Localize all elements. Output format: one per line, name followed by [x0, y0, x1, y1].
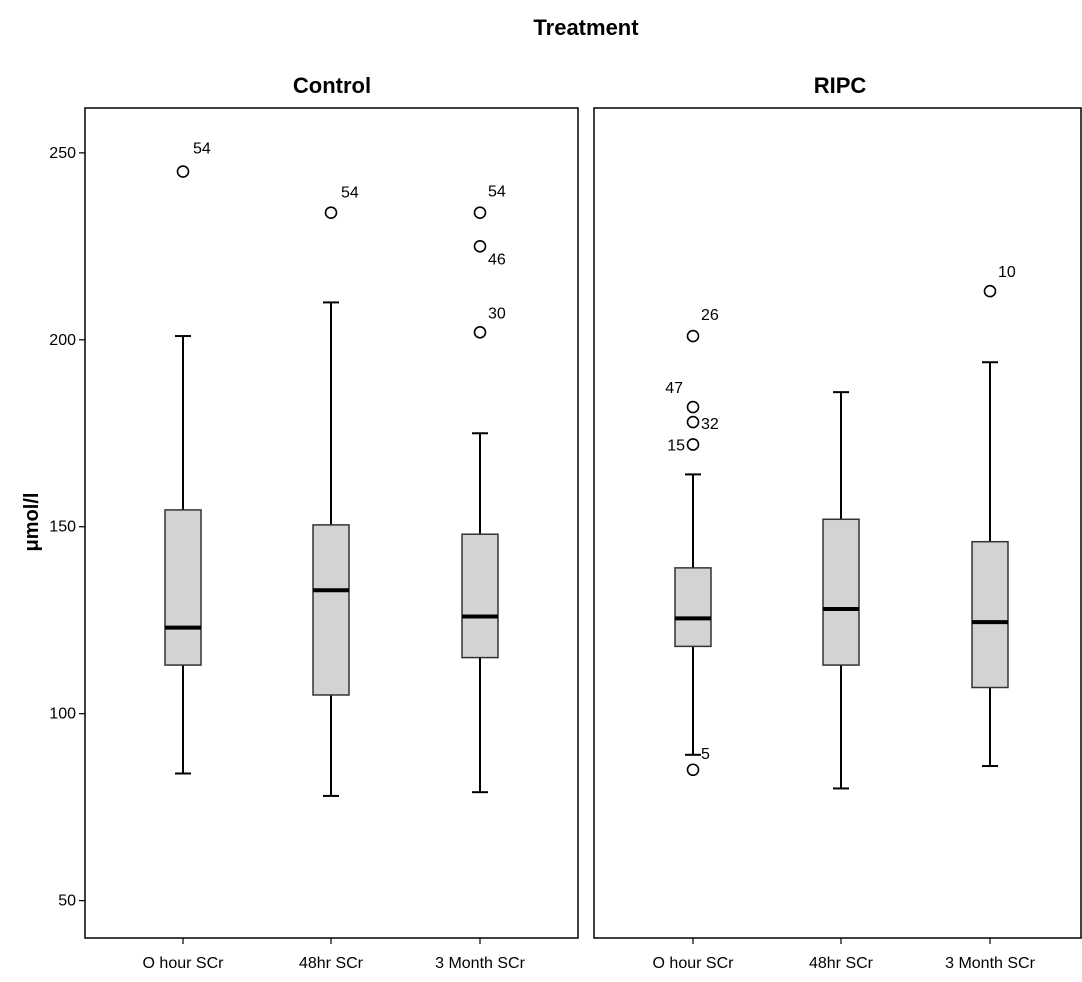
outlier-point: [473, 326, 487, 339]
outlier-point: [686, 415, 700, 429]
panel-title-control: Control: [293, 73, 371, 98]
panel-frame-1: [593, 107, 1082, 939]
box: [674, 567, 712, 648]
box: [312, 524, 350, 696]
outlier-label: 32: [701, 416, 719, 433]
y-axis-label: μmol/l: [21, 493, 43, 552]
outlier-point: [686, 329, 700, 343]
y-tick-label: 200: [49, 332, 76, 349]
y-tick-label: 50: [58, 893, 76, 910]
outlier-label: 30: [488, 305, 506, 322]
x-tick-label: 48hr SCr: [299, 955, 364, 972]
x-tick-label: 3 Month SCr: [435, 955, 525, 972]
x-tick-label: O hour SCr: [653, 955, 735, 972]
box: [164, 509, 202, 666]
box: [971, 540, 1009, 689]
x-tick-label: 48hr SCr: [809, 955, 874, 972]
outlier-point: [473, 206, 487, 219]
x-tick-label: 3 Month SCr: [945, 955, 1035, 972]
y-tick-label: 250: [49, 145, 76, 162]
outlier-point: [686, 763, 700, 777]
outlier-point: [983, 284, 997, 298]
outlier-label: 54: [488, 184, 506, 201]
panel-title-ripc: RIPC: [814, 73, 867, 98]
outlier-point: [686, 400, 700, 414]
outlier-label: 15: [667, 437, 685, 454]
outlier-label: 47: [665, 380, 683, 397]
outlier-point: [324, 206, 338, 219]
box: [822, 518, 860, 666]
plot-layer: 50 100 150 200 250 O hour SCr 54 48hr SCr 54 3 Mo…: [49, 107, 1082, 972]
box: [461, 533, 499, 659]
x-tick-label: O hour SCr: [143, 955, 225, 972]
outlier-point: [686, 438, 700, 451]
outlier-point: [176, 165, 190, 178]
y-tick-label: 100: [49, 706, 76, 723]
outlier-label: 54: [341, 185, 359, 202]
outlier-label: 54: [193, 141, 211, 158]
outlier-label: 10: [998, 264, 1016, 281]
chart-title: Treatment: [533, 15, 639, 40]
outlier-label: 5: [701, 746, 710, 763]
outlier-label: 46: [488, 251, 506, 268]
y-tick-label: 150: [49, 519, 76, 536]
outlier-point: [473, 240, 487, 253]
outlier-label: 26: [701, 307, 719, 324]
